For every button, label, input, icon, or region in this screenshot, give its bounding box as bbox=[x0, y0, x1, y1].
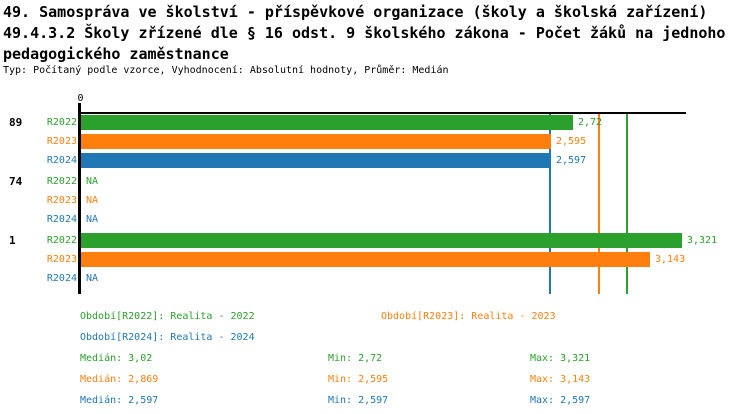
bar-value-label: 2,72 bbox=[578, 117, 603, 128]
x-axis-top-line bbox=[78, 112, 686, 114]
legend-item-r2023: Období[R2023]: Realita - 2023 bbox=[381, 311, 556, 322]
bar-r2024 bbox=[81, 153, 551, 168]
legend-item-r2024: Období[R2024]: Realita - 2024 bbox=[80, 332, 255, 343]
bar-r2022 bbox=[81, 233, 682, 248]
stat-min-r2023: Min: 2,595 bbox=[328, 374, 389, 385]
bar-r2023 bbox=[81, 252, 650, 267]
page-title-line-3: pedagogického zaměstnance bbox=[3, 45, 229, 63]
row-series-label: R2023 bbox=[46, 254, 77, 265]
row-series-label: R2023 bbox=[46, 195, 77, 206]
legend-item-r2022: Období[R2022]: Realita - 2022 bbox=[80, 311, 255, 322]
stat-max-r2024: Max: 2,597 bbox=[530, 395, 591, 406]
stat-median-r2024: Medián: 2,597 bbox=[80, 395, 159, 406]
bar-value-label: 2,597 bbox=[556, 155, 587, 166]
row-series-label: R2022 bbox=[46, 176, 77, 187]
bar-value-label: 3,143 bbox=[655, 254, 686, 265]
row-series-label: R2024 bbox=[46, 155, 77, 166]
page-title-line-2: 49.4.3.2 Školy zřízené dle § 16 odst. 9 … bbox=[3, 24, 726, 42]
bar-value-na-label: NA bbox=[86, 176, 99, 187]
bar-value-na-label: NA bbox=[86, 273, 99, 284]
bar-value-label: 2,595 bbox=[556, 136, 587, 147]
stat-max-r2023: Max: 3,143 bbox=[530, 374, 591, 385]
stat-median-r2022: Medián: 3,02 bbox=[80, 353, 153, 364]
bar-r2022 bbox=[81, 115, 573, 130]
median-line-r2024 bbox=[549, 114, 551, 294]
row-series-label: R2023 bbox=[46, 136, 77, 147]
row-series-label: R2022 bbox=[46, 117, 77, 128]
stat-max-r2022: Max: 3,321 bbox=[530, 353, 591, 364]
row-series-label: R2024 bbox=[46, 273, 77, 284]
chart-meta-info: Typ: Počítaný podle vzorce, Vyhodnocení:… bbox=[3, 65, 449, 76]
bar-value-na-label: NA bbox=[86, 195, 99, 206]
group-label: 1 bbox=[9, 234, 16, 247]
bar-value-na-label: NA bbox=[86, 214, 99, 225]
bar-r2023 bbox=[81, 134, 551, 149]
median-line-r2023 bbox=[598, 114, 600, 294]
row-series-label: R2022 bbox=[46, 235, 77, 246]
median-line-r2022 bbox=[626, 114, 628, 294]
group-label: 89 bbox=[9, 116, 23, 129]
stat-min-r2024: Min: 2,597 bbox=[328, 395, 389, 406]
page-title-line-1: 49. Samospráva ve školství - příspěvkové… bbox=[3, 3, 708, 21]
stat-min-r2022: Min: 2,72 bbox=[328, 353, 383, 364]
bar-value-label: 3,321 bbox=[687, 235, 718, 246]
y-axis-line bbox=[78, 103, 81, 294]
group-label: 74 bbox=[9, 175, 23, 188]
stat-median-r2023: Medián: 2,869 bbox=[80, 374, 159, 385]
x-axis-origin-label: 0 bbox=[77, 93, 84, 104]
row-series-label: R2024 bbox=[46, 214, 77, 225]
